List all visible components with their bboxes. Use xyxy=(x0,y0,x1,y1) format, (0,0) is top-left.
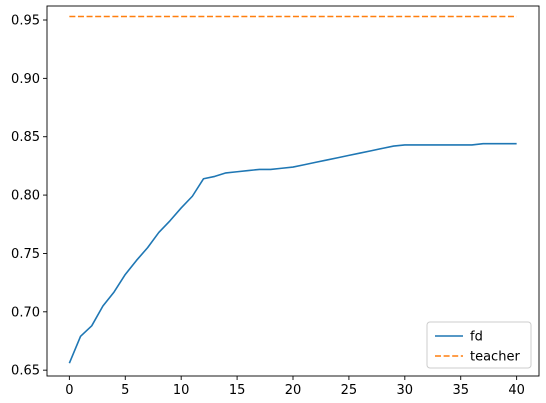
x-tick-label: 0 xyxy=(65,383,73,398)
y-tick-label: 0.75 xyxy=(11,247,40,262)
y-tick-label: 0.65 xyxy=(11,364,40,379)
series-layer xyxy=(68,15,517,364)
series-line-fd xyxy=(68,142,517,364)
legend: fd teacher xyxy=(426,321,532,369)
axes-layer: 0 5 10 15 20 25 30 35 40 0.65 0.70 0.75 0.80 0.85 0.90… xyxy=(11,5,540,398)
y-tick-label: 0.85 xyxy=(11,130,40,145)
x-tick-label: 15 xyxy=(229,383,246,398)
x-tick-label: 30 xyxy=(397,383,414,398)
legend-label-teacher: teacher xyxy=(470,350,520,365)
y-tick-label: 0.80 xyxy=(11,189,40,204)
x-tick-label: 5 xyxy=(121,383,129,398)
plot-background xyxy=(47,6,539,376)
x-tick-label: 20 xyxy=(285,383,302,398)
plot-area xyxy=(47,6,539,376)
legend-label-fd: fd xyxy=(470,330,483,345)
x-tick-label: 35 xyxy=(452,383,469,398)
y-tick-label: 0.90 xyxy=(11,72,40,87)
x-tick-label: 40 xyxy=(508,383,525,398)
y-tick-label: 0.70 xyxy=(11,305,40,320)
x-tick-label: 25 xyxy=(341,383,358,398)
y-tick-label: 0.95 xyxy=(11,14,40,29)
x-tick-label: 10 xyxy=(173,383,190,398)
